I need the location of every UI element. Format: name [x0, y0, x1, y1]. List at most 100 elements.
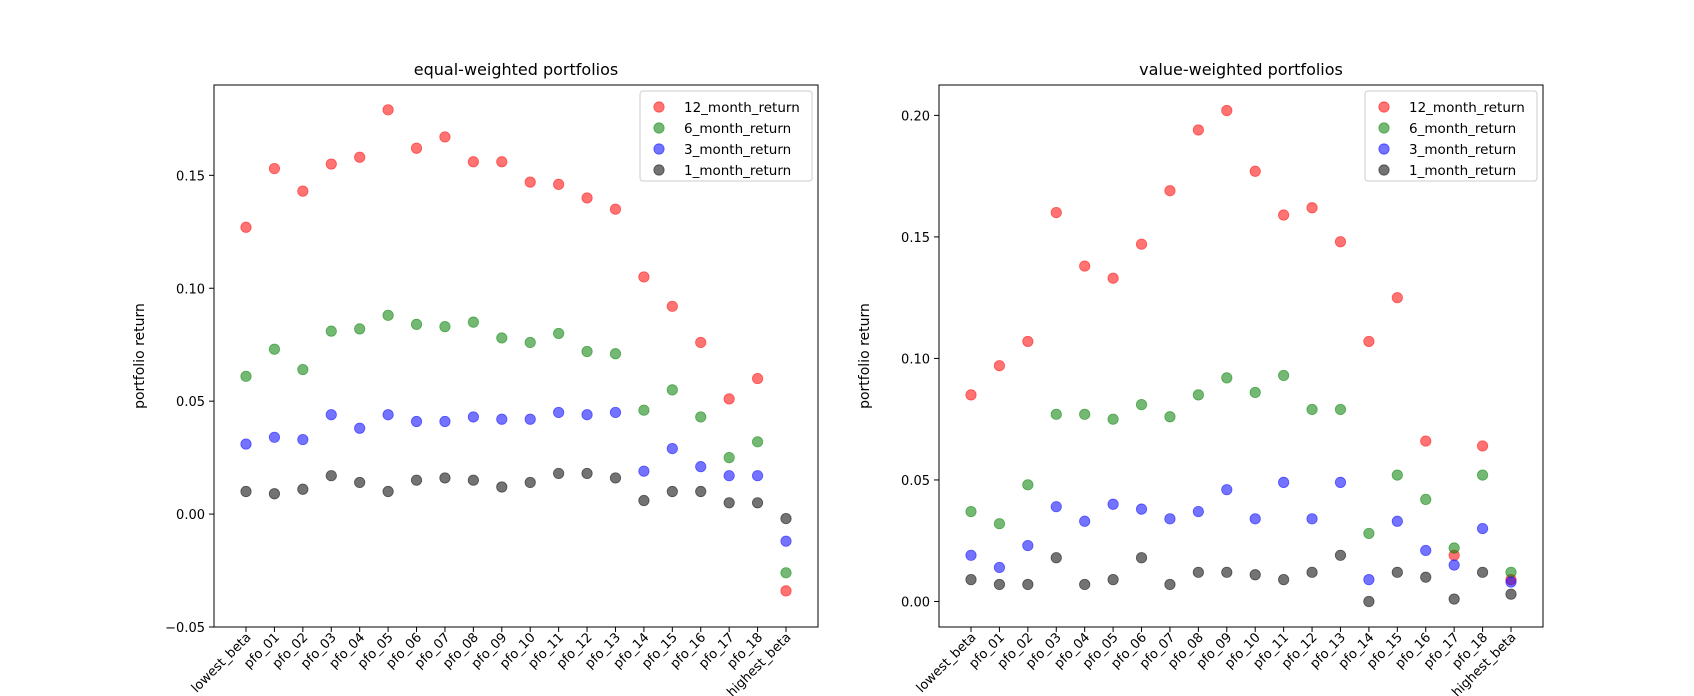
data-point [467, 411, 479, 423]
data-point [1079, 515, 1091, 527]
legend: 12_month_return 6_month_return 3_month_ret… [639, 90, 813, 182]
y-tick-label: 0.10 [176, 282, 205, 297]
data-point [780, 512, 792, 525]
data-point [1050, 552, 1062, 564]
series-12_month_return [240, 104, 792, 597]
data-point [1334, 549, 1347, 561]
data-point [993, 578, 1006, 591]
data-point [1363, 574, 1375, 586]
data-point [1334, 236, 1347, 248]
data-point [965, 574, 977, 586]
y-tick-label: −0.05 [165, 621, 205, 636]
legend-label: 1_month_return [1409, 163, 1516, 179]
data-point [1164, 513, 1176, 525]
data-point [1391, 515, 1403, 527]
data-point [993, 561, 1006, 574]
data-point [751, 372, 764, 385]
data-point [439, 131, 451, 143]
legend-label: 6_month_return [684, 121, 791, 137]
data-point [695, 336, 707, 349]
legend-box [639, 90, 813, 182]
legend-label: 1_month_return [684, 163, 791, 179]
data-point [965, 505, 977, 518]
data-point [1278, 476, 1290, 488]
series-3_month_return [240, 406, 792, 547]
series-1_month_return [965, 549, 1517, 608]
data-point [581, 345, 593, 358]
data-point [638, 404, 650, 416]
data-point [1164, 185, 1176, 197]
data-point [354, 323, 366, 335]
data-point [965, 389, 977, 401]
data-point [1192, 389, 1204, 401]
data-point [1107, 413, 1119, 425]
data-point [524, 413, 536, 425]
legend-marker [653, 164, 665, 176]
data-point [695, 461, 707, 473]
y-tick-label: 0.05 [176, 395, 205, 410]
plot-frame [213, 84, 819, 628]
data-point [723, 497, 735, 509]
data-point [467, 474, 479, 486]
data-point [410, 318, 423, 330]
data-point [297, 185, 309, 197]
data-point [325, 158, 337, 170]
plot-frame [938, 84, 1544, 628]
data-point [410, 415, 423, 428]
data-point [467, 156, 479, 168]
data-point [1278, 209, 1290, 221]
data-point [297, 483, 309, 495]
data-point [297, 433, 309, 446]
data-point [751, 497, 764, 509]
data-point [1221, 566, 1233, 578]
data-point [382, 485, 394, 498]
data-point [609, 203, 622, 215]
data-point [268, 488, 281, 500]
data-point [1306, 202, 1318, 214]
data-point [410, 474, 423, 486]
data-point [638, 494, 650, 507]
data-point [1476, 469, 1489, 481]
legend-marker [1378, 143, 1390, 155]
data-point [1164, 411, 1176, 423]
data-point [1448, 559, 1460, 571]
data-point [723, 393, 735, 405]
data-point [1363, 595, 1375, 608]
data-point [751, 470, 764, 482]
data-point [496, 481, 508, 493]
data-point [240, 485, 252, 498]
data-point [695, 485, 707, 498]
data-point [1221, 484, 1233, 496]
data-point [1420, 544, 1432, 557]
data-point [1448, 593, 1460, 605]
data-point [609, 348, 622, 360]
chart-title: equal-weighted portfolios [414, 60, 618, 79]
data-point [1391, 469, 1403, 481]
series-1_month_return [240, 467, 792, 525]
data-point [1079, 578, 1091, 591]
data-point [666, 485, 678, 498]
data-point [1107, 272, 1119, 284]
data-point [1476, 522, 1489, 535]
data-point [1135, 503, 1148, 515]
data-point [666, 300, 678, 312]
series-3_month_return [965, 476, 1517, 588]
data-point [1022, 539, 1034, 552]
data-point [1192, 124, 1204, 136]
y-tick-label: 0.05 [901, 474, 930, 489]
data-point [1505, 588, 1517, 600]
series-6_month_return [240, 309, 792, 579]
legend-marker [1378, 164, 1390, 176]
y-axis-label: portfolio return [132, 303, 148, 409]
data-point [1107, 498, 1119, 510]
data-point [553, 178, 565, 190]
data-point [1221, 104, 1233, 117]
data-point [1363, 527, 1375, 540]
chart-panel-2: value-weighted portfolios portfolio retur… [857, 60, 1544, 696]
legend-marker [653, 122, 665, 134]
data-point [723, 470, 735, 482]
data-point [1135, 552, 1148, 564]
data-point [1420, 571, 1432, 583]
data-point [1249, 386, 1261, 399]
